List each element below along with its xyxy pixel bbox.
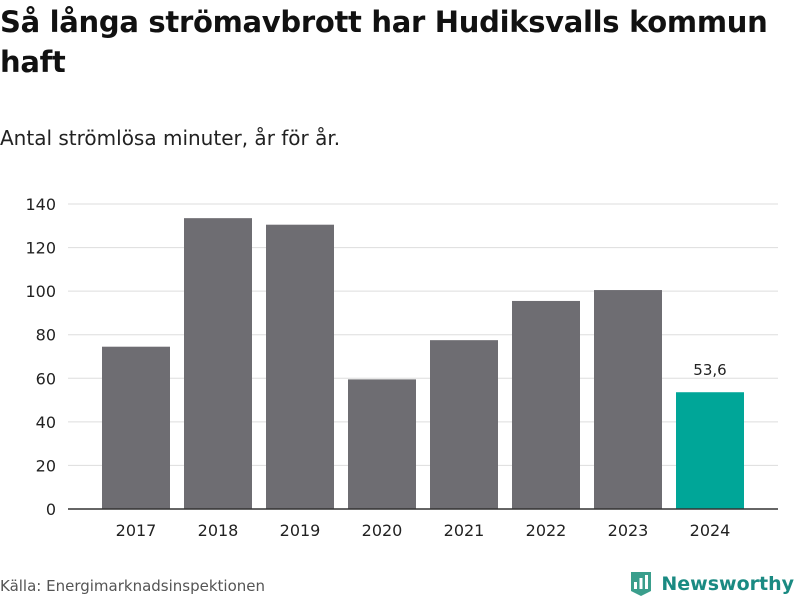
- y-tick-label: 40: [36, 413, 56, 432]
- y-tick-label: 60: [36, 369, 56, 388]
- brand-name: Newsworthy: [661, 573, 794, 595]
- x-tick-label: 2022: [526, 521, 567, 540]
- bar-2022: [512, 300, 580, 509]
- x-tick-label: 2024: [690, 521, 731, 540]
- brand-logo: Newsworthy: [629, 570, 794, 598]
- bar-2019: [266, 224, 334, 510]
- labels: 0 20 40 60 80 100 120 140 2017 2018 2019 2020 2021 20…: [25, 195, 730, 540]
- x-tick-label: 2021: [444, 521, 485, 540]
- y-tick-label: 120: [25, 239, 56, 258]
- chart-subtitle: Antal strömlösa minuter, år för år.: [0, 126, 341, 150]
- chart-title: Så långa strömavbrott har Hudiksvalls ko…: [0, 5, 768, 79]
- y-tick-label: 20: [36, 456, 56, 475]
- y-tick-label: 0: [46, 500, 56, 519]
- bar-2023: [594, 290, 662, 509]
- bar-2018: [184, 218, 252, 510]
- source-note: Källa: Energimarknadsinspektionen: [0, 577, 266, 595]
- bar-2024: [676, 392, 744, 509]
- bar-chart-logo-icon: [631, 572, 652, 596]
- bar-2020: [348, 379, 416, 509]
- x-tick-label: 2019: [280, 521, 321, 540]
- bar-2017: [102, 346, 170, 509]
- bars: [102, 218, 744, 510]
- y-tick-label: 140: [25, 195, 56, 214]
- x-tick-label: 2020: [362, 521, 403, 540]
- gridlines: [68, 203, 778, 466]
- y-tick-label: 100: [25, 282, 56, 301]
- x-tick-label: 2023: [608, 521, 649, 540]
- x-tick-label: 2017: [116, 521, 157, 540]
- y-tick-label: 80: [36, 326, 56, 345]
- x-tick-label: 2018: [198, 521, 239, 540]
- bar-2021: [430, 340, 498, 509]
- data-label: 53,6: [693, 361, 726, 379]
